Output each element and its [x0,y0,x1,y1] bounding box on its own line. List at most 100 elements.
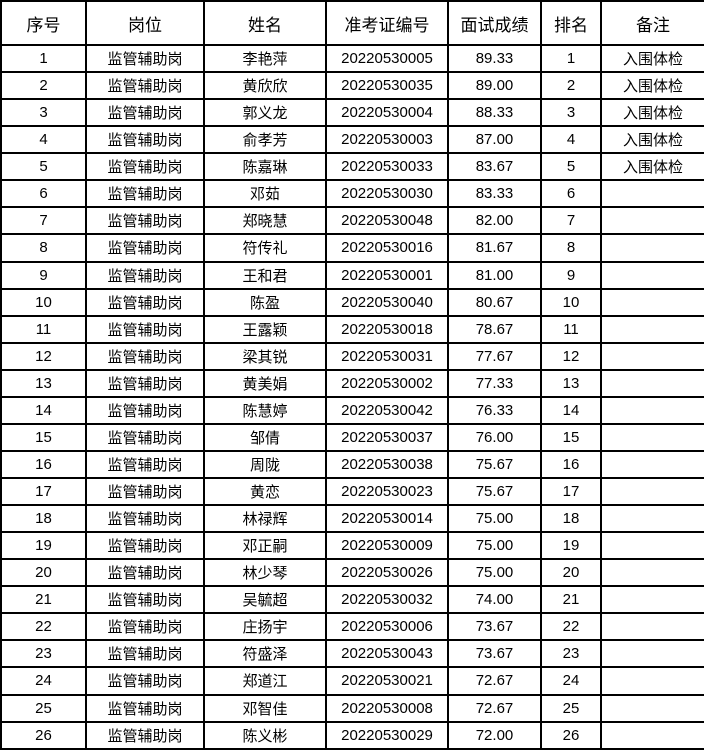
cell-score: 89.00 [447,71,542,101]
cell-ticket: 20220530031 [325,341,449,371]
cell-seq: 21 [0,585,87,615]
cell-ticket: 20220530043 [325,639,449,669]
cell-seq: 6 [0,179,87,209]
cell-ticket: 20220530002 [325,368,449,398]
cell-score: 77.33 [447,368,542,398]
cell-rank: 14 [540,395,602,425]
cell-rank: 12 [540,341,602,371]
cell-name: 符盛泽 [203,639,327,669]
table-row: 13 监管辅助岗 黄美娟 20220530002 77.33 13 [0,368,704,398]
cell-seq: 11 [0,314,87,344]
table-row: 4 监管辅助岗 俞孝芳 20220530003 87.00 4 入围体检 [0,125,704,155]
cell-score: 72.67 [447,666,542,696]
cell-name: 黄美娟 [203,368,327,398]
table-row: 11 监管辅助岗 王露颖 20220530018 78.67 11 [0,314,704,344]
cell-score: 83.33 [447,179,542,209]
cell-seq: 10 [0,287,87,317]
table-row: 9 监管辅助岗 王和君 20220530001 81.00 9 [0,260,704,290]
cell-score: 81.00 [447,260,542,290]
cell-rank: 3 [540,98,602,128]
cell-rank: 22 [540,612,602,642]
table-row: 22 监管辅助岗 庄扬宇 20220530006 73.67 22 [0,612,704,642]
col-header-remark: 备注 [600,0,704,46]
cell-rank: 10 [540,287,602,317]
cell-position: 监管辅助岗 [85,206,205,236]
cell-seq: 4 [0,125,87,155]
cell-score: 73.67 [447,612,542,642]
cell-remark [600,612,704,642]
cell-ticket: 20220530005 [325,43,449,74]
cell-position: 监管辅助岗 [85,639,205,669]
cell-name: 黄恋 [203,476,327,507]
cell-name: 邹倩 [203,422,327,452]
cell-position: 监管辅助岗 [85,504,205,534]
cell-name: 陈义彬 [203,720,327,750]
cell-position: 监管辅助岗 [85,666,205,696]
table-row: 18 监管辅助岗 林禄辉 20220530014 75.00 18 [0,504,704,534]
cell-position: 监管辅助岗 [85,125,205,155]
cell-position: 监管辅助岗 [85,368,205,398]
cell-score: 88.33 [447,98,542,128]
cell-name: 俞孝芳 [203,125,327,155]
cell-rank: 5 [540,152,602,182]
cell-name: 邓正嗣 [203,531,327,561]
cell-ticket: 20220530009 [325,531,449,561]
cell-seq: 18 [0,504,87,534]
cell-remark: 入围体检 [600,98,704,128]
col-header-score: 面试成绩 [447,0,542,46]
cell-name: 陈盈 [203,287,327,317]
table-row: 5 监管辅助岗 陈嘉琳 20220530033 83.67 5 入围体检 [0,152,704,182]
cell-position: 监管辅助岗 [85,395,205,425]
cell-remark: 入围体检 [600,43,704,74]
cell-rank: 8 [540,233,602,263]
cell-remark [600,720,704,750]
table-row: 23 监管辅助岗 符盛泽 20220530043 73.67 23 [0,639,704,669]
cell-ticket: 20220530042 [325,395,449,425]
cell-position: 监管辅助岗 [85,693,205,723]
cell-ticket: 20220530023 [325,476,449,507]
cell-score: 72.67 [447,693,542,723]
cell-remark [600,206,704,236]
table-row: 3 监管辅助岗 郭义龙 20220530004 88.33 3 入围体检 [0,98,704,128]
table-row: 21 监管辅助岗 吴毓超 20220530032 74.00 21 [0,585,704,615]
cell-ticket: 20220530029 [325,720,449,750]
cell-rank: 26 [540,720,602,750]
cell-score: 72.00 [447,720,542,750]
cell-rank: 13 [540,368,602,398]
cell-name: 梁其锐 [203,341,327,371]
cell-position: 监管辅助岗 [85,476,205,507]
table-row: 12 监管辅助岗 梁其锐 20220530031 77.67 12 [0,341,704,371]
cell-score: 83.67 [447,152,542,182]
cell-seq: 3 [0,98,87,128]
cell-position: 监管辅助岗 [85,233,205,263]
cell-remark [600,693,704,723]
cell-seq: 7 [0,206,87,236]
cell-position: 监管辅助岗 [85,422,205,452]
cell-remark [600,395,704,425]
cell-rank: 7 [540,206,602,236]
cell-rank: 4 [540,125,602,155]
cell-score: 74.00 [447,585,542,615]
cell-seq: 5 [0,152,87,182]
cell-seq: 25 [0,693,87,723]
cell-remark [600,179,704,209]
cell-ticket: 20220530008 [325,693,449,723]
cell-name: 郑晓慧 [203,206,327,236]
cell-score: 75.67 [447,449,542,480]
cell-rank: 21 [540,585,602,615]
col-header-name: 姓名 [203,0,327,46]
cell-rank: 18 [540,504,602,534]
cell-seq: 16 [0,449,87,480]
cell-name: 李艳萍 [203,43,327,74]
cell-score: 75.67 [447,476,542,507]
cell-remark [600,422,704,452]
table-row: 26 监管辅助岗 陈义彬 20220530029 72.00 26 [0,720,704,750]
cell-rank: 15 [540,422,602,452]
cell-remark [600,476,704,507]
col-header-position: 岗位 [85,0,205,46]
cell-score: 77.67 [447,341,542,371]
cell-remark [600,233,704,263]
cell-rank: 1 [540,43,602,74]
cell-position: 监管辅助岗 [85,720,205,750]
